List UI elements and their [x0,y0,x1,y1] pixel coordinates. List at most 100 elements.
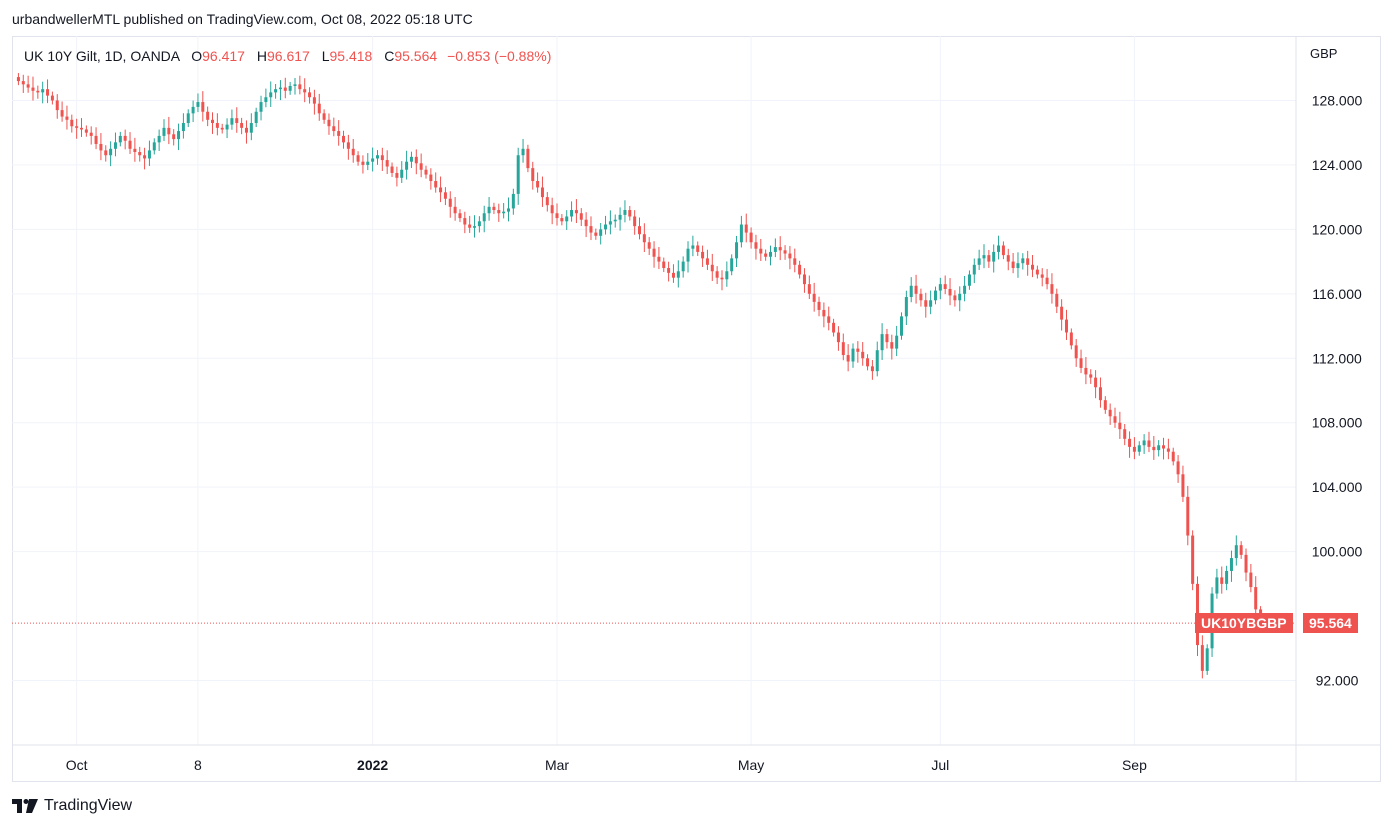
candle [477,216,481,233]
candle [143,147,147,170]
candle [1157,440,1161,457]
candle [997,235,1001,260]
candle [371,147,375,172]
candle [866,354,870,371]
candle [827,306,831,331]
candle [1239,541,1243,559]
candle [264,88,268,108]
candle [870,359,874,380]
candle [220,123,224,134]
chart-grid [12,36,1296,745]
candle [536,172,540,193]
price-tag-symbol: UK10YBGBP [1195,613,1293,634]
legend-high-label: H [256,48,267,64]
candle [46,79,50,104]
y-tick-label: 112.000 [1312,350,1362,366]
candle [506,197,510,222]
candle [948,278,952,306]
legend-low-value: 95.418 [329,48,373,64]
footer-branding[interactable]: TradingView [12,797,132,815]
candle [468,215,472,233]
candle [439,176,443,203]
candle [497,203,501,222]
candle [633,210,637,235]
candle [1171,447,1175,466]
candle [1249,563,1253,593]
candle [317,93,321,121]
candle [1220,566,1224,594]
candle [1142,434,1146,454]
candle [652,241,656,268]
candle [875,341,879,377]
candle [904,290,908,326]
legend-open-label: O [191,48,203,64]
candle [895,325,899,357]
candle [982,244,986,269]
chart-frame [12,36,1381,782]
candle [637,217,642,240]
candle [846,344,850,372]
candle [249,113,253,141]
candle [152,138,156,155]
candle [337,120,341,146]
currency-label: GBP [1308,46,1340,61]
candle [885,328,889,349]
candle [288,81,292,95]
candle [933,286,937,305]
candle [409,151,413,169]
candle [919,288,923,307]
legend-close-label: C [384,48,395,64]
candle [958,286,962,312]
candle [380,147,384,172]
candle [574,199,578,224]
candle [550,197,554,225]
candle [201,91,205,122]
candle [793,248,797,273]
candle [366,153,370,171]
time-axis[interactable]: Oct 8 2022 Mar May Jul Sep [66,757,1147,773]
price-axis[interactable]: 92.000 100.000 104.000 108.000 112.000 116.00… [1312,92,1363,688]
candle [900,312,904,340]
candle [565,210,569,230]
candle [104,145,108,162]
candle [802,268,806,293]
legend-high-value: 96.617 [266,48,310,64]
candle [1205,644,1209,675]
candle [1234,535,1238,566]
candle [642,223,646,253]
candle [419,153,423,178]
candle [26,75,30,93]
candle [560,214,564,226]
candle [482,205,486,233]
candle [128,132,132,154]
candle [579,208,583,227]
candle [1137,441,1141,456]
candle [977,249,981,270]
candle [1132,437,1136,460]
ohlc-legend[interactable]: UK 10Y Gilt, 1D, OANDA O96.417 H96.617 L… [24,48,551,64]
y-tick-label: 108.000 [1312,415,1363,431]
legend-open-value: 96.417 [202,48,245,64]
candle [943,275,947,295]
candle [1035,265,1039,279]
candle [75,118,79,139]
candle [725,261,729,287]
candle [584,212,588,238]
candle [191,100,195,122]
candle [608,210,612,235]
footer-brand-text: TradingView [44,797,133,814]
candle [147,140,151,166]
candle [1001,241,1005,260]
candle [225,118,229,139]
y-tick-label: 104.000 [1312,479,1363,495]
candle [749,227,753,249]
legend-close-value: 95.564 [394,48,438,64]
candle [720,270,724,291]
candle [667,261,671,282]
candle [992,244,996,273]
candle [322,109,326,124]
candle [841,333,845,361]
candle [1186,485,1190,546]
candle [1128,431,1132,458]
